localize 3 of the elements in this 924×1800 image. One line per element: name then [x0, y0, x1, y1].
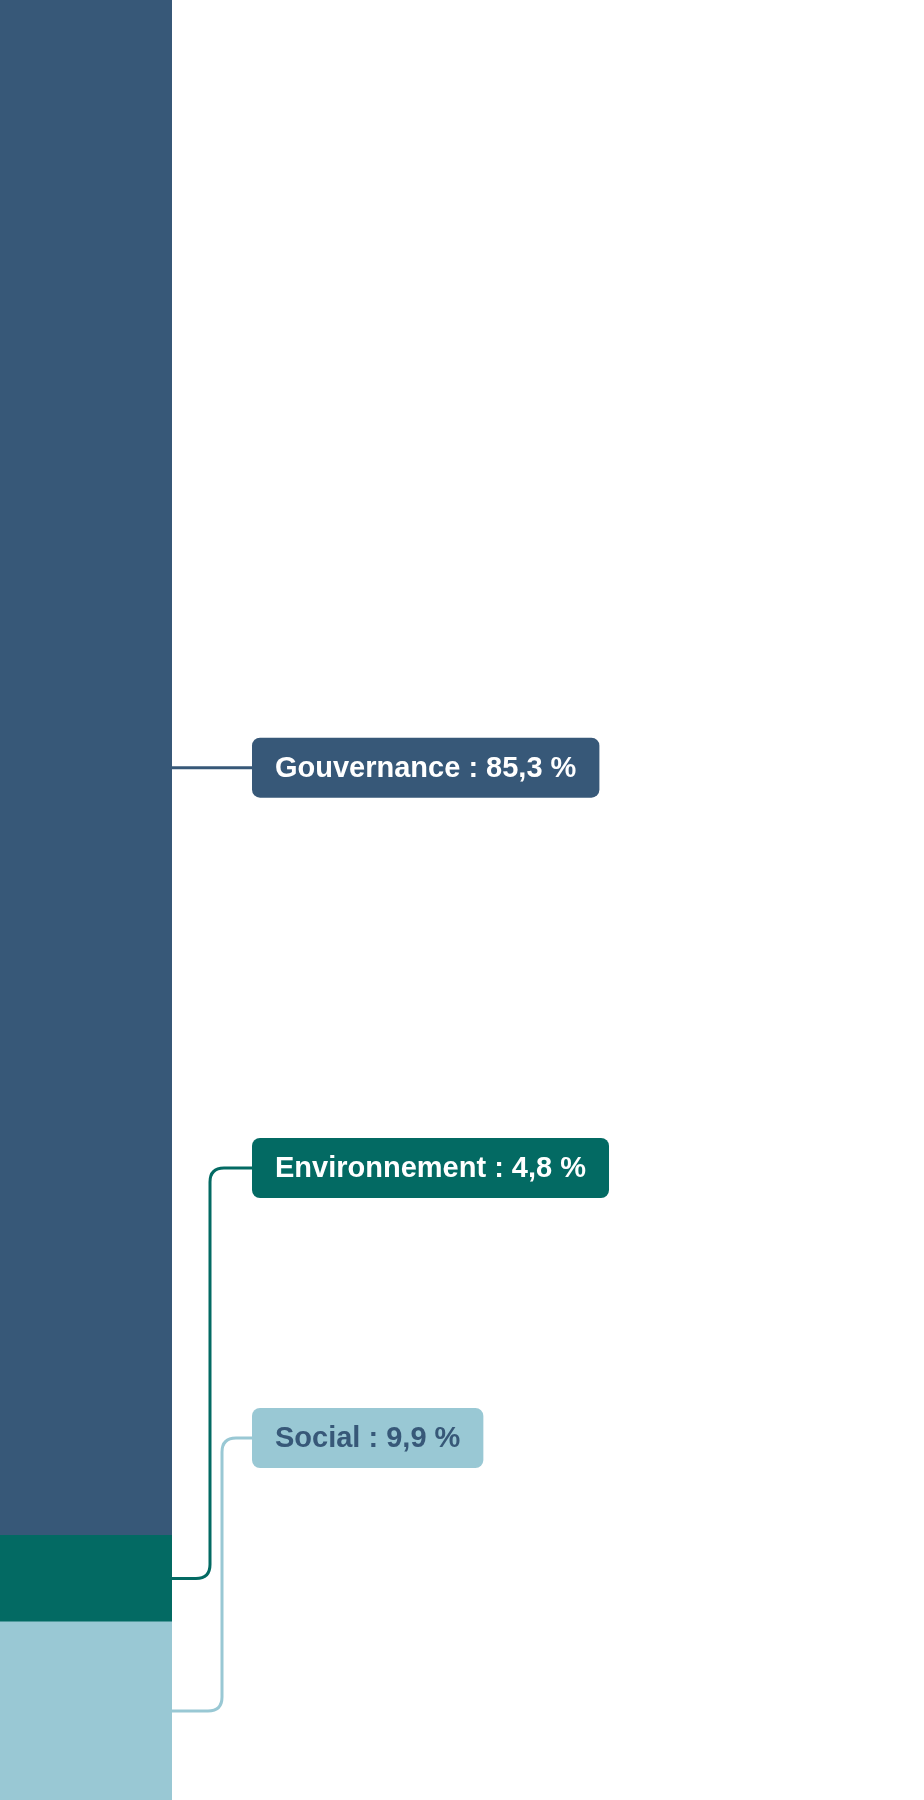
data-label: Gouvernance : 85,3 % [275, 750, 577, 783]
data-label: Environnement : 4,8 % [275, 1151, 587, 1183]
data-label: Social : 9,9 % [275, 1421, 461, 1453]
